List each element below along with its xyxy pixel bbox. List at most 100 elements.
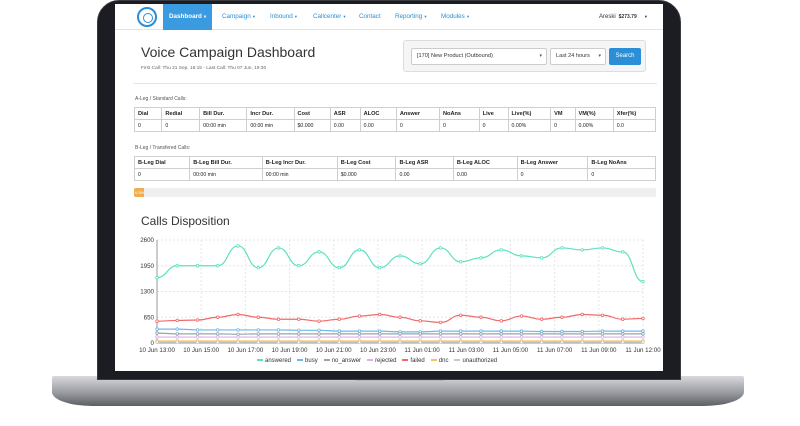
legend-item-dnc[interactable]: dnc	[430, 358, 449, 364]
caret-down-icon: ▾	[644, 14, 648, 19]
legend-item-rejected[interactable]: rejected	[367, 358, 396, 364]
data-point-busy	[256, 328, 260, 332]
data-point-unauthorized	[276, 340, 281, 344]
nav-inbound-label: Inbound	[270, 13, 293, 20]
nav-dashboard[interactable]: Dashboard ▾	[163, 4, 213, 30]
data-point-rejected	[276, 335, 281, 339]
data-point-unauthorized	[175, 340, 179, 344]
legend-label: dnc	[438, 358, 449, 364]
data-point-answered	[195, 264, 200, 268]
nav-reporting[interactable]: Reporting ▾	[389, 4, 433, 30]
data-point-unauthorized	[479, 340, 483, 344]
aleg-header-cell: Answer	[395, 107, 440, 120]
data-point-rejected	[479, 335, 483, 339]
data-point-failed	[256, 315, 260, 319]
divider	[133, 83, 657, 84]
bleg-value-cell: 00:00 min	[189, 168, 263, 181]
data-point-failed	[519, 314, 524, 318]
bleg-header-cell: B-Leg ALOC	[452, 156, 518, 169]
aleg-value-cell: 0	[161, 119, 201, 132]
data-point-busy	[297, 328, 301, 333]
data-point-unauthorized	[438, 340, 443, 344]
data-point-rejected	[580, 335, 584, 339]
data-point-busy	[499, 329, 503, 333]
search-button[interactable]: Search	[609, 48, 641, 65]
period-select[interactable]: Last 24 hours ▾	[550, 48, 606, 65]
data-point-no_answer	[155, 331, 159, 335]
aleg-value-cell: 00:00 min	[199, 119, 248, 132]
data-point-rejected	[175, 335, 179, 339]
data-point-failed	[195, 318, 200, 322]
campaign-select[interactable]: [170] New Product (Outbound) ▾	[411, 48, 547, 65]
data-point-unauthorized	[641, 340, 645, 344]
bleg-section-label: B-Leg / Transfered Calls:	[135, 145, 191, 151]
data-point-failed	[418, 319, 422, 323]
aleg-stats-table: Dial Redial Bill Dur. Incr Dur. Cost ASR ALOC A…	[133, 107, 657, 132]
data-point-no_answer	[175, 332, 179, 336]
data-point-no_answer	[378, 332, 382, 336]
legend-item-failed[interactable]: failed	[402, 358, 425, 364]
bleg-value-cell: $0.000	[336, 168, 397, 181]
data-point-failed	[621, 317, 625, 321]
data-point-failed	[317, 319, 321, 323]
data-point-busy	[317, 328, 321, 333]
legend-item-no_answer[interactable]: no_answer	[323, 358, 361, 364]
data-point-answered	[317, 250, 321, 254]
data-point-failed	[560, 315, 564, 319]
data-point-no_answer	[357, 332, 362, 336]
user-menu[interactable]: Areski $273.79 ▾	[599, 4, 647, 30]
data-point-unauthorized	[580, 340, 584, 344]
x-tick-label: 10 Jun 19:00	[272, 347, 308, 354]
data-point-answered	[418, 262, 422, 266]
call-range-subtitle: First Call: Thu 21 Sep, 16:15 - Last Cal…	[141, 66, 267, 71]
aleg-header-cell: Live(%)	[507, 107, 552, 120]
data-point-answered	[600, 246, 605, 250]
data-point-failed	[155, 319, 159, 323]
data-point-busy	[641, 329, 645, 333]
aleg-value-cell: 0.00%	[574, 119, 614, 132]
nav-inbound[interactable]: Inbound ▾	[264, 4, 303, 30]
aleg-header-cell: VM(%)	[574, 107, 614, 120]
data-point-answered	[216, 264, 220, 268]
data-point-answered	[256, 266, 260, 270]
nav-modules[interactable]: Modules ▾	[435, 4, 475, 30]
bleg-value-cell: 0.00	[452, 168, 518, 181]
nav-callcenter[interactable]: Callcenter ▾	[307, 4, 352, 30]
x-tick-label: 11 Jun 07:00	[537, 347, 573, 354]
bleg-header-cell: B-Leg Cost	[336, 156, 397, 169]
x-tick-label: 11 Jun 12:00	[625, 347, 661, 354]
nav-campaign[interactable]: Campaign ▾	[216, 4, 261, 30]
data-point-busy	[600, 329, 605, 333]
legend-item-busy[interactable]: busy	[297, 358, 318, 364]
legend-item-answered[interactable]: answered	[257, 358, 291, 364]
data-point-no_answer	[621, 332, 625, 336]
data-point-unauthorized	[195, 340, 200, 344]
data-point-failed	[438, 320, 443, 325]
caret-down-icon: ▾	[466, 14, 470, 19]
data-point-answered	[641, 279, 645, 284]
caret-down-icon: ▾	[424, 14, 427, 19]
nav-contact[interactable]: Contact	[353, 4, 387, 30]
laptop-base	[52, 376, 744, 406]
data-point-rejected	[398, 335, 402, 339]
data-point-rejected	[236, 335, 240, 339]
bleg-value-cell: 0	[587, 168, 656, 181]
legend-item-unauthorized[interactable]: unauthorized	[454, 358, 497, 364]
progress-bar: 0.5%	[134, 188, 656, 197]
data-point-unauthorized	[236, 340, 240, 344]
legend-swatch	[402, 359, 409, 362]
data-point-answered	[297, 264, 301, 268]
data-point-failed	[540, 317, 544, 321]
legend-label: rejected	[375, 358, 397, 364]
data-point-failed	[459, 313, 463, 317]
x-tick-label: 10 Jun 17:00	[227, 347, 263, 354]
caret-down-icon: ▾	[343, 14, 346, 19]
data-point-answered	[155, 275, 159, 280]
data-point-busy	[479, 329, 483, 333]
aleg-header-cell: ALOC	[359, 107, 397, 120]
data-point-busy	[155, 327, 159, 331]
logo-icon[interactable]	[137, 7, 157, 27]
legend-label: unauthorized	[462, 358, 498, 364]
data-point-failed	[398, 315, 402, 319]
data-point-no_answer	[297, 332, 301, 336]
